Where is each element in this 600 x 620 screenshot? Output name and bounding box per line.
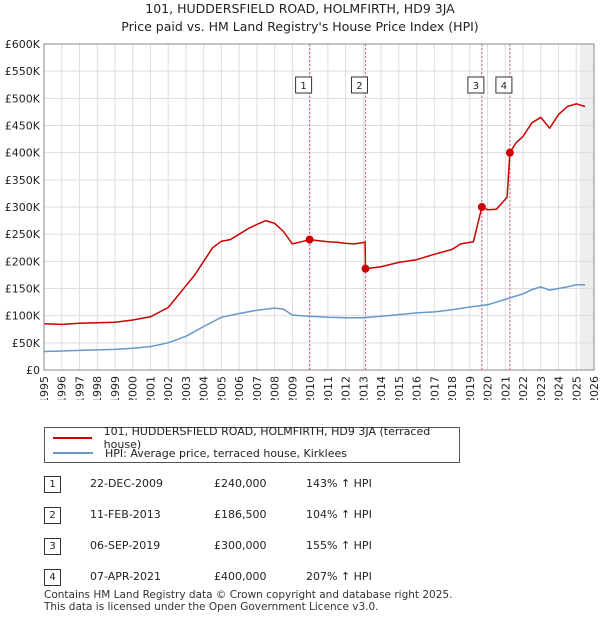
y-tick-label: £200K [5, 255, 41, 268]
y-tick-label: £600K [5, 38, 41, 51]
sale-date: 22-DEC-2009 [90, 477, 164, 490]
hpi-line [43, 283, 586, 353]
sale-price: £240,000 [214, 477, 267, 490]
x-tick-label: 2018 [446, 376, 459, 400]
footer-copyright: Contains HM Land Registry data © Crown c… [44, 589, 453, 601]
sale-price: £400,000 [214, 570, 267, 583]
x-tick-label: 2011 [322, 376, 335, 400]
x-tick-label: 2025 [570, 376, 583, 400]
x-tick-label: 2001 [144, 376, 157, 400]
title-line-1: 101, HUDDERSFIELD ROAD, HOLMFIRTH, HD9 3… [145, 1, 455, 16]
x-tick-label: 2010 [304, 376, 317, 400]
sale-number-badge: 2 [44, 507, 61, 524]
annotation-box [495, 76, 513, 94]
legend-item-property: 101, HUDDERSFIELD ROAD, HOLMFIRTH, HD9 3… [53, 425, 459, 451]
x-tick-label: 2024 [553, 376, 566, 400]
sale-band [364, 44, 367, 370]
sale-point [477, 203, 486, 211]
sale-band [508, 44, 511, 370]
property-price-line [43, 103, 586, 326]
x-tick-label: 2013 [357, 376, 370, 400]
sale-hpi-change: 207% ↑ HPI [306, 570, 372, 583]
y-tick-label: £0 [26, 364, 40, 377]
x-tick-label: 2000 [127, 376, 140, 400]
y-tick-label: £550K [5, 65, 41, 78]
y-tick-label: £100K [5, 310, 41, 323]
x-tick-label: 2012 [340, 376, 353, 400]
y-tick-label: £150K [5, 283, 41, 296]
price-chart: £0 £50K £100K £150K £200K £250K £300K £350K £400… [5, 38, 600, 400]
x-tick-label: 2022 [517, 376, 530, 400]
sale-band [308, 44, 311, 370]
x-tick-label: 2014 [375, 376, 388, 400]
sale-price: £186,500 [214, 508, 267, 521]
sale-hpi-change: 143% ↑ HPI [306, 477, 372, 490]
sale-row: 2 11-FEB-2013 £186,500 104% ↑ HPI [44, 501, 464, 532]
legend-label-hpi: HPI: Average price, terraced house, Kirk… [105, 446, 348, 460]
footer: Contains HM Land Registry data © Crown c… [44, 589, 452, 613]
x-tick-label: 2019 [464, 376, 477, 400]
sale-number-badge: 3 [44, 538, 61, 555]
y-tick-label: £500K [5, 92, 41, 105]
legend: 101, HUDDERSFIELD ROAD, HOLMFIRTH, HD9 3… [44, 425, 460, 463]
legend-swatch-hpi [53, 452, 93, 454]
plot-frame [43, 43, 595, 371]
y-tick-label: £350K [5, 174, 41, 187]
x-tick-label: 2023 [535, 376, 548, 400]
sale-row: 3 06-SEP-2019 £300,000 155% ↑ HPI [44, 532, 464, 563]
footer-licence: This data is licensed under the Open Gov… [44, 601, 379, 613]
title-line-2: Price paid vs. HM Land Registry's House … [121, 19, 479, 34]
y-tick-label: £400K [5, 147, 41, 160]
sale-date: 06-SEP-2019 [90, 539, 161, 552]
sale-point [305, 235, 314, 244]
sale-row: 4 07-APR-2021 £400,000 207% ↑ HPI [44, 563, 464, 594]
sale-point [505, 148, 514, 157]
x-tick-label: 1999 [109, 376, 122, 400]
annotation-label: 4 [501, 81, 507, 92]
sale-row: 1 22-DEC-2009 £240,000 143% ↑ HPI [44, 470, 464, 501]
x-tick-label: 2002 [162, 376, 175, 400]
x-tick-label: 2015 [393, 376, 406, 400]
x-tick-label: 2020 [482, 376, 495, 400]
x-tick-label: 2007 [251, 376, 264, 400]
annotation-label: 1 [300, 81, 306, 92]
x-tick-label: 2017 [428, 376, 441, 400]
x-tick-label: 2006 [233, 376, 246, 400]
x-tick-label: 2003 [180, 376, 193, 400]
sales-table: 1 22-DEC-2009 £240,000 143% ↑ HPI 2 11-F… [44, 470, 464, 594]
x-tick-label: 2026 [588, 376, 600, 400]
legend-item-hpi: HPI: Average price, terraced house, Kirk… [53, 445, 347, 461]
annotation-box [350, 76, 368, 94]
x-tick-label: 2005 [215, 376, 228, 400]
annotation-box [467, 76, 485, 94]
x-tick-label: 2021 [499, 376, 512, 400]
annotation-box [295, 76, 313, 94]
x-tick-label: 2008 [269, 376, 282, 400]
chart-title: 101, HUDDERSFIELD ROAD, HOLMFIRTH, HD9 3… [0, 0, 600, 36]
sale-price: £300,000 [214, 539, 267, 552]
x-tick-label: 2016 [411, 376, 424, 400]
legend-label-property: 101, HUDDERSFIELD ROAD, HOLMFIRTH, HD9 3… [103, 425, 431, 451]
sale-number-badge: 4 [44, 569, 61, 586]
sale-hpi-change: 155% ↑ HPI [306, 539, 372, 552]
y-tick-label: £50K [12, 337, 41, 350]
sale-hpi-change: 104% ↑ HPI [306, 508, 372, 521]
x-tick-label: 1995 [38, 376, 51, 400]
x-tick-label: 1998 [91, 376, 104, 400]
sale-number-badge: 1 [44, 476, 61, 493]
x-tick-label: 1996 [56, 376, 69, 400]
sale-date: 11-FEB-2013 [90, 508, 161, 521]
y-tick-label: £450K [5, 120, 41, 133]
annotation-label: 3 [473, 81, 479, 92]
x-tick-label: 1997 [73, 376, 86, 400]
legend-swatch-property [53, 437, 92, 439]
y-tick-label: £300K [5, 201, 41, 214]
sale-point [361, 264, 370, 273]
y-tick-label: £250K [5, 228, 41, 241]
x-tick-label: 2004 [198, 376, 211, 400]
sale-date: 07-APR-2021 [90, 570, 162, 583]
x-tick-label: 2009 [286, 376, 299, 400]
annotation-label: 2 [356, 81, 362, 92]
